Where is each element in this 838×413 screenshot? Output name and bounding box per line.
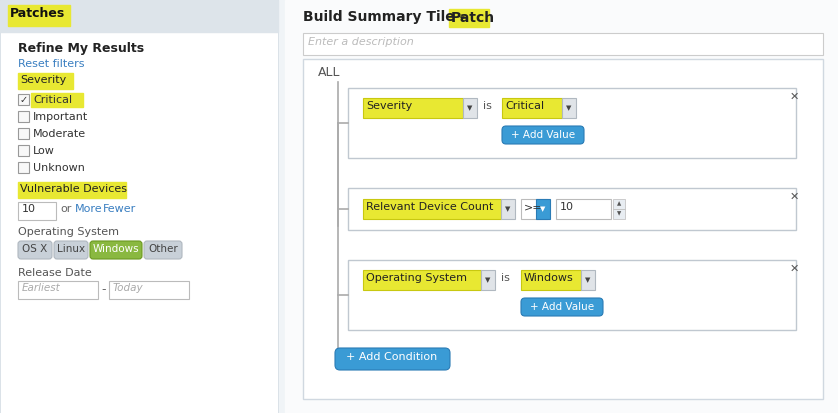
- Text: Fewer: Fewer: [103, 204, 137, 214]
- Text: ▼: ▼: [585, 277, 591, 283]
- Text: ALL: ALL: [318, 66, 340, 79]
- Bar: [556, 199, 611, 219]
- Text: ✓: ✓: [19, 95, 28, 104]
- Text: ▼: ▼: [541, 206, 546, 212]
- Bar: [18, 128, 29, 139]
- Bar: [18, 145, 29, 156]
- Bar: [109, 281, 189, 299]
- Text: Release Date: Release Date: [18, 268, 91, 278]
- Text: Low: Low: [33, 146, 54, 156]
- Text: Unknown: Unknown: [33, 163, 85, 173]
- Text: Vulnerable Devices: Vulnerable Devices: [20, 184, 127, 194]
- Text: Reset filters: Reset filters: [18, 59, 85, 69]
- Text: + Add Value: + Add Value: [530, 302, 594, 312]
- Text: Windows: Windows: [93, 244, 139, 254]
- Text: ▼: ▼: [505, 206, 510, 212]
- Bar: [348, 188, 796, 230]
- Bar: [501, 199, 515, 219]
- Bar: [581, 270, 595, 290]
- Bar: [18, 94, 29, 105]
- FancyBboxPatch shape: [54, 241, 88, 259]
- Text: 10: 10: [560, 202, 574, 212]
- Text: Relevant Device Count: Relevant Device Count: [366, 202, 494, 212]
- Text: ✕: ✕: [790, 92, 799, 102]
- Text: ▼: ▼: [566, 105, 572, 111]
- Bar: [449, 9, 489, 27]
- Bar: [562, 98, 576, 118]
- Text: ✕: ✕: [790, 192, 799, 202]
- Text: OS X: OS X: [23, 244, 48, 254]
- Bar: [0, 0, 278, 32]
- Bar: [463, 98, 477, 118]
- Bar: [18, 162, 29, 173]
- Bar: [303, 59, 823, 399]
- Bar: [0, 0, 278, 413]
- Text: Operating System: Operating System: [366, 273, 467, 283]
- FancyBboxPatch shape: [335, 348, 450, 370]
- Text: Refine My Results: Refine My Results: [18, 42, 144, 55]
- Bar: [18, 281, 98, 299]
- Bar: [18, 182, 126, 198]
- Text: ▲: ▲: [617, 202, 621, 206]
- Bar: [521, 199, 547, 219]
- FancyBboxPatch shape: [521, 298, 603, 316]
- Text: or: or: [60, 204, 71, 214]
- FancyBboxPatch shape: [18, 241, 52, 259]
- Bar: [502, 98, 562, 118]
- Bar: [613, 209, 625, 219]
- Text: -: -: [101, 283, 106, 296]
- Bar: [303, 33, 823, 55]
- Text: + Add Condition: + Add Condition: [346, 352, 437, 362]
- Bar: [363, 98, 463, 118]
- Text: Linux: Linux: [57, 244, 85, 254]
- Bar: [8, 5, 70, 26]
- Bar: [481, 270, 495, 290]
- Bar: [285, 0, 838, 413]
- Text: Earliest: Earliest: [22, 283, 60, 293]
- Bar: [363, 199, 501, 219]
- Text: + Add Value: + Add Value: [511, 130, 575, 140]
- Bar: [536, 199, 550, 219]
- Text: Critical: Critical: [33, 95, 72, 105]
- Text: Important: Important: [33, 112, 88, 122]
- Text: ✕: ✕: [790, 264, 799, 274]
- Text: Operating System: Operating System: [18, 227, 119, 237]
- Text: ▼: ▼: [468, 105, 473, 111]
- Bar: [363, 270, 481, 290]
- Text: Build Summary Tile -: Build Summary Tile -: [303, 10, 470, 24]
- Text: Other: Other: [148, 244, 178, 254]
- FancyBboxPatch shape: [144, 241, 182, 259]
- Text: Today: Today: [113, 283, 143, 293]
- Text: is: is: [501, 273, 510, 283]
- Text: is: is: [483, 101, 492, 111]
- FancyBboxPatch shape: [90, 241, 142, 259]
- Text: 10: 10: [22, 204, 36, 214]
- Bar: [348, 88, 796, 158]
- FancyBboxPatch shape: [502, 126, 584, 144]
- Text: Patches: Patches: [10, 7, 65, 20]
- Text: Windows: Windows: [524, 273, 574, 283]
- Text: Critical: Critical: [505, 101, 544, 111]
- Bar: [18, 202, 56, 220]
- Bar: [18, 111, 29, 122]
- Text: More: More: [75, 204, 102, 214]
- Bar: [348, 260, 796, 330]
- Text: ▼: ▼: [485, 277, 491, 283]
- Text: >=: >=: [524, 202, 543, 212]
- Bar: [31, 93, 83, 107]
- Text: Moderate: Moderate: [33, 129, 86, 139]
- Text: Severity: Severity: [20, 75, 66, 85]
- Text: Severity: Severity: [366, 101, 412, 111]
- Bar: [613, 199, 625, 209]
- Text: ▼: ▼: [617, 211, 621, 216]
- Bar: [521, 270, 581, 290]
- Bar: [18, 73, 73, 89]
- Text: Patch: Patch: [451, 11, 495, 25]
- Text: Enter a description: Enter a description: [308, 37, 414, 47]
